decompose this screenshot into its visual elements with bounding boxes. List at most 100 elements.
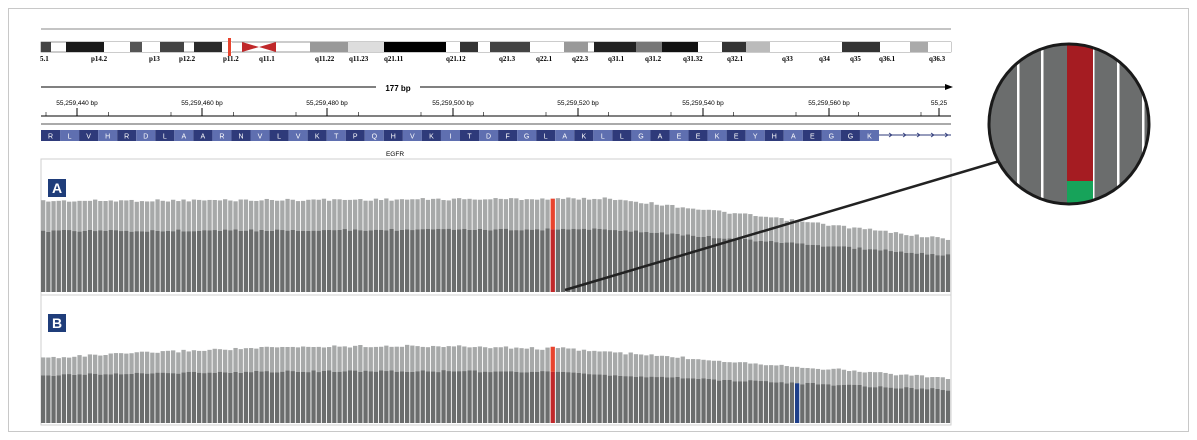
current-region-indicator — [228, 38, 231, 56]
chromosome-band — [770, 42, 814, 52]
coverage-bar-lower — [186, 231, 191, 292]
coverage-bar-lower — [649, 376, 654, 423]
coverage-bar-lower — [51, 230, 56, 292]
coverage-bar-lower — [758, 381, 763, 423]
coverage-bar-lower — [576, 229, 581, 292]
coverage-bar-lower — [722, 379, 727, 423]
coverage-bar-upper — [483, 199, 488, 230]
coverage-bar-upper — [342, 199, 347, 230]
coverage-bar-lower — [389, 370, 394, 423]
coverage-bar-lower — [176, 229, 181, 292]
coverage-bar-upper — [462, 199, 467, 229]
coverage-bar-upper — [93, 199, 98, 232]
coverage-bar-lower — [264, 230, 269, 292]
coverage-bar-lower — [805, 244, 810, 292]
coverage-bar-lower — [587, 374, 592, 423]
coverage-bar-lower — [82, 230, 87, 292]
coverage-bar-upper — [602, 351, 607, 375]
coverage-bar-lower — [477, 228, 483, 292]
amino-acid-label: Y — [753, 134, 758, 141]
coverage-bar-upper — [446, 346, 451, 372]
coverage-bar-lower — [623, 230, 628, 292]
coverage-bar-lower — [888, 251, 893, 292]
band-label: p11.2 — [223, 55, 239, 63]
coverage-bar-upper — [503, 199, 509, 229]
coverage-bar-upper — [743, 213, 748, 240]
amino-acid-block — [707, 130, 727, 141]
coverage-bar-lower — [275, 372, 280, 423]
coverage-bar-upper — [358, 199, 363, 231]
coverage-bar-upper — [555, 348, 561, 372]
coverage-bar-lower — [519, 230, 524, 292]
coverage-bar-lower — [795, 243, 800, 292]
coverage-track-b[interactable] — [41, 344, 951, 423]
coverage-bar-upper — [893, 232, 899, 252]
coverage-bar-lower — [399, 229, 405, 292]
coverage-bar-upper — [769, 365, 774, 383]
coverage-bar-lower — [103, 374, 108, 423]
coverage-bar-lower — [285, 230, 290, 292]
chromosome-ideogram[interactable]: 5.1 p14.2 p13 p12.2 p11.2 q11.1 q11.22 q11.23 q2… — [40, 28, 952, 426]
coverage-bar-lower — [509, 371, 514, 423]
coverage-bar-lower — [545, 228, 550, 292]
chromosome-band — [460, 42, 478, 52]
coverage-bar-lower — [61, 229, 67, 292]
coverage-bar-upper — [883, 372, 888, 388]
coverage-bar-lower — [363, 230, 368, 292]
coverage-bar-upper — [826, 369, 831, 385]
coverage-bar-lower — [763, 381, 769, 423]
strand-arrow — [944, 132, 949, 138]
gene-name-label: EGFR — [386, 151, 404, 158]
coverage-bar-lower — [732, 238, 737, 292]
coverage-bar-lower — [909, 252, 914, 292]
coverage-bar-lower — [415, 371, 420, 423]
coverage-bar-upper — [249, 200, 254, 230]
coverage-bar-lower — [618, 375, 623, 423]
amino-acid-label: L — [620, 134, 624, 141]
amino-acid-block — [783, 130, 803, 141]
band-label: q21.12 — [446, 55, 466, 63]
coverage-bar-lower — [696, 378, 701, 423]
coverage-bar-upper — [810, 222, 815, 245]
amino-acid-block — [479, 130, 499, 141]
zoom-bar-gap — [1041, 44, 1044, 204]
band-label: q36.1 — [879, 55, 896, 63]
coverage-bar-upper — [337, 199, 342, 230]
coverage-bar-upper — [815, 368, 821, 385]
coverage-bar-upper — [841, 225, 847, 247]
chromosome-band — [41, 42, 51, 52]
amino-acid-label: H — [105, 134, 110, 141]
coverage-bar-upper — [535, 199, 540, 230]
coverage-bar-lower — [821, 246, 826, 292]
coverage-bar-upper — [555, 198, 561, 230]
coverage-bar-upper — [659, 355, 665, 377]
coverage-bar-upper — [280, 346, 285, 372]
coverage-bar-lower — [914, 389, 919, 423]
coverage-bar-upper — [784, 220, 789, 243]
coverage-bar-lower — [769, 382, 774, 423]
coverage-bar-lower — [290, 371, 295, 423]
coverage-bar-upper — [425, 199, 431, 229]
band-label: p13 — [149, 55, 160, 63]
coverage-bar-lower — [77, 374, 82, 423]
coverage-bar-upper — [847, 371, 852, 385]
coverage-bar-lower — [919, 252, 925, 292]
amino-acid-label: R — [219, 134, 224, 141]
amino-acid-label: T — [334, 134, 339, 141]
coverage-bar-upper — [155, 199, 160, 231]
coverage-bar-lower — [415, 229, 420, 292]
coverage-bar-upper — [233, 201, 238, 230]
coverage-bar-lower — [269, 230, 275, 292]
coverage-bar-lower — [150, 230, 155, 292]
band-label: q32.1 — [727, 55, 744, 63]
coverage-bar-lower — [691, 378, 696, 423]
coverage-bar-upper — [737, 362, 743, 382]
chromosome-band — [104, 42, 130, 52]
amino-acid-block — [383, 130, 403, 141]
coverage-bar-upper — [451, 198, 457, 230]
coverage-bar-lower — [753, 241, 758, 292]
coverage-bar-lower — [945, 390, 951, 423]
coverage-bar-lower — [535, 229, 540, 292]
coverage-track-a[interactable] — [41, 197, 951, 292]
